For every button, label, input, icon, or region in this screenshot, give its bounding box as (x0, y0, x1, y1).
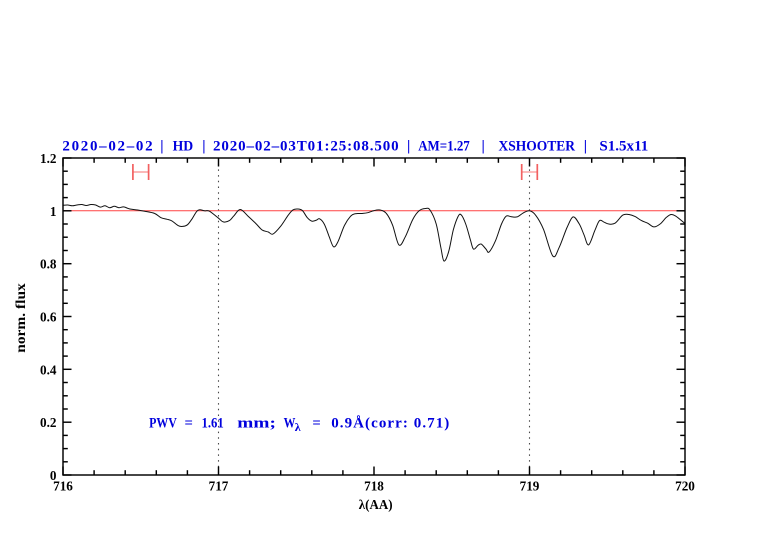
svg-text:2020–02–03T01:25:08.500: 2020–02–03T01:25:08.500 (213, 139, 399, 155)
svg-text:718: 718 (364, 479, 384, 494)
svg-text:=: = (312, 416, 320, 432)
svg-text:HD: HD (173, 139, 194, 155)
svg-text:1.2: 1.2 (40, 151, 57, 166)
svg-text:|: | (584, 139, 587, 155)
svg-text:717: 717 (209, 479, 229, 494)
svg-text:0.2: 0.2 (40, 415, 57, 430)
svg-text:0: 0 (50, 468, 57, 483)
svg-text:|: | (407, 139, 410, 155)
svg-text:2020–02–02: 2020–02–02 (62, 139, 152, 155)
svg-text:|: | (482, 139, 485, 155)
svg-text:λ: λ (295, 420, 301, 434)
svg-text:0.6: 0.6 (40, 310, 57, 325)
svg-text:XSHOOTER: XSHOOTER (499, 139, 576, 155)
svg-text:AM=1.27: AM=1.27 (418, 139, 470, 155)
svg-text:0.4: 0.4 (40, 362, 57, 377)
svg-text:0.8: 0.8 (40, 257, 57, 272)
svg-text:|: | (160, 139, 163, 155)
svg-text:0.9Å(corr: 0.71): 0.9Å(corr: 0.71) (331, 416, 449, 432)
svg-text:PWV: PWV (149, 416, 177, 432)
svg-text:=: = (185, 416, 193, 432)
svg-text:720: 720 (675, 479, 695, 494)
svg-text:716: 716 (53, 479, 73, 494)
svg-text:S1.5x11: S1.5x11 (599, 139, 648, 155)
svg-text:norm. flux: norm. flux (14, 283, 29, 353)
svg-text:|: | (202, 139, 205, 155)
svg-text:719: 719 (520, 479, 540, 494)
svg-text:1.61: 1.61 (202, 416, 224, 432)
svg-text:mm;: mm; (237, 416, 276, 432)
svg-text:W: W (284, 416, 296, 432)
svg-text:λ(AA): λ(AA) (359, 497, 393, 512)
svg-text:1: 1 (50, 204, 57, 219)
